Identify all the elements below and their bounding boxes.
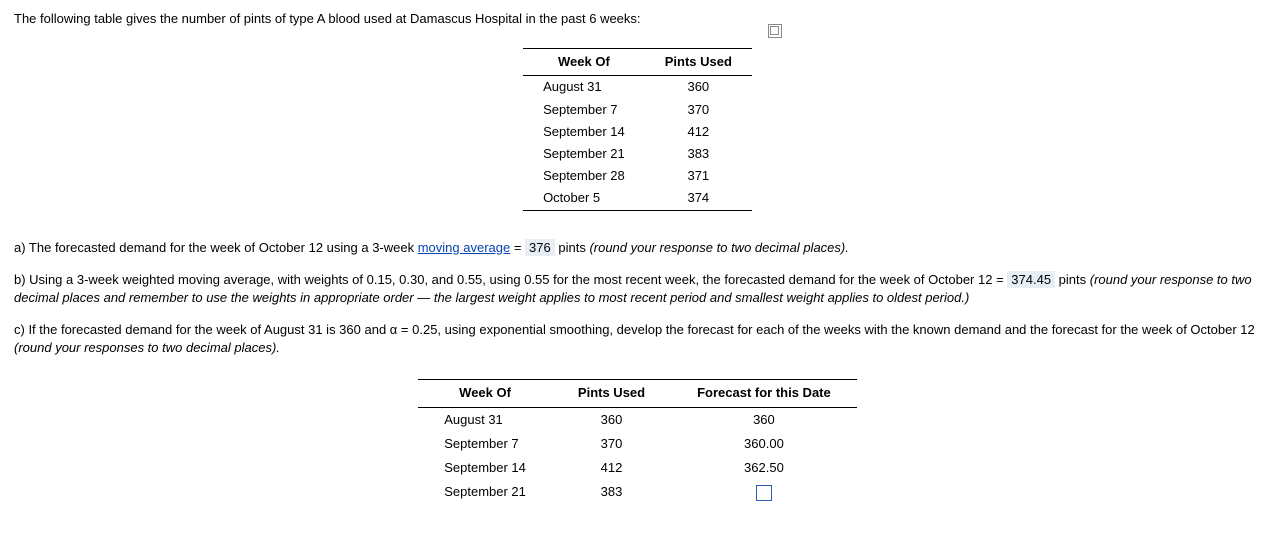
table-row: October 5374 bbox=[523, 187, 752, 210]
table-row: September 7 370 360.00 bbox=[418, 432, 857, 456]
moving-average-link[interactable]: moving average bbox=[418, 240, 511, 255]
question-b: b) Using a 3-week weighted moving averag… bbox=[14, 271, 1261, 307]
forecast-table: Week Of Pints Used Forecast for this Dat… bbox=[418, 379, 857, 504]
col-pints-used: Pints Used bbox=[645, 49, 752, 76]
question-c: c) If the forecasted demand for the week… bbox=[14, 321, 1261, 357]
intro-text: The following table gives the number of … bbox=[14, 10, 1261, 28]
col2-week-of: Week Of bbox=[418, 380, 552, 407]
forecast-input[interactable] bbox=[756, 485, 772, 501]
table-row: August 31360 bbox=[523, 76, 752, 99]
table-row: August 31 360 360 bbox=[418, 407, 857, 432]
answer-a: 376 bbox=[525, 239, 555, 256]
pints-data-table: Week Of Pints Used August 31360 Septembe… bbox=[523, 48, 752, 210]
table-row: September 14412 bbox=[523, 121, 752, 143]
table-row: September 7370 bbox=[523, 99, 752, 121]
col2-forecast: Forecast for this Date bbox=[671, 380, 857, 407]
question-a: a) The forecasted demand for the week of… bbox=[14, 239, 1261, 257]
table-row: September 14 412 362.50 bbox=[418, 456, 857, 480]
col2-pints-used: Pints Used bbox=[552, 380, 671, 407]
table-row: September 21383 bbox=[523, 143, 752, 165]
col-week-of: Week Of bbox=[523, 49, 645, 76]
answer-b: 374.45 bbox=[1007, 271, 1055, 288]
table-row: September 28371 bbox=[523, 165, 752, 187]
table-row: September 21 383 bbox=[418, 480, 857, 504]
expand-table-icon[interactable] bbox=[768, 24, 782, 38]
